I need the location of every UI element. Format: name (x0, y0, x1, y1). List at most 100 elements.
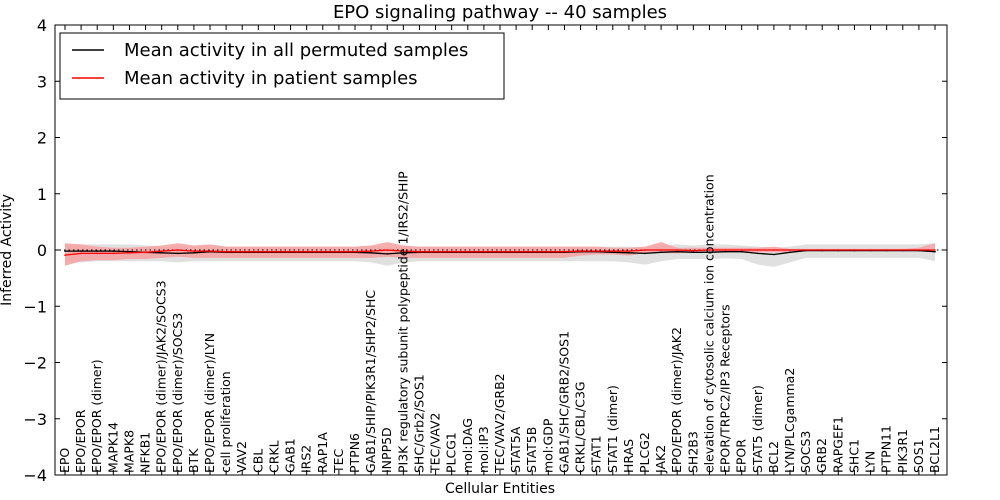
x-tick-label: LYN (863, 451, 878, 473)
data-point-patient (821, 249, 823, 251)
data-point-patient (515, 250, 517, 253)
data-point-patient (837, 249, 840, 251)
data-point-patient (80, 252, 82, 255)
x-tick-label: NFKB1 (138, 432, 153, 473)
x-tick-label: STAT1 (589, 435, 604, 473)
data-point-patient (450, 250, 453, 253)
x-tick-label: EPO/EPOR (dimer)/SOCS3 (170, 313, 185, 473)
data-point-permuted (160, 252, 163, 254)
data-point-permuted (612, 251, 614, 254)
data-point-permuted (708, 251, 711, 254)
x-tick-label: mol:GDP (540, 418, 555, 473)
x-tick-label: cell proliferation (218, 371, 233, 473)
legend: Mean activity in all permuted samples Me… (59, 32, 505, 100)
x-tick-label: EPOR/TRPC2/IP3 Receptors (718, 304, 733, 473)
x-tick-label: mol:IP3 (476, 426, 491, 473)
data-point-patient (595, 250, 598, 252)
data-point-patient (724, 249, 727, 251)
x-tick-label: INPP5D (379, 427, 394, 473)
y-tick-label: 1 (37, 185, 47, 204)
x-tick-label: EPO/EPOR (dimer) (89, 359, 104, 473)
y-tick-label: 2 (37, 129, 47, 148)
x-tick-label: EPOR (734, 439, 749, 473)
x-tick-label: GAB1 (283, 438, 298, 473)
data-point-permuted (773, 253, 775, 256)
data-point-patient (628, 250, 630, 252)
data-point-patient (402, 250, 405, 252)
data-point-permuted (789, 251, 791, 254)
data-point-permuted (740, 250, 743, 253)
data-point-patient (128, 252, 131, 254)
x-tick-label: EPO/EPOR (dimer)/LYN (202, 333, 217, 473)
data-point-permuted (64, 250, 66, 252)
data-point-patient (386, 249, 389, 251)
data-point-permuted (128, 250, 131, 253)
data-point-patient (531, 250, 533, 253)
data-point-patient (467, 250, 469, 253)
x-tick-label: GRB2 (814, 438, 829, 473)
data-point-permuted (96, 250, 98, 252)
chart-title: EPO signaling pathway -- 40 samples (333, 2, 667, 23)
data-point-permuted (193, 252, 195, 254)
x-tick-label: TEC (331, 448, 346, 474)
data-point-permuted (724, 250, 727, 253)
data-point-permuted (934, 250, 936, 253)
y-axis-label: Inferred Activity (0, 194, 15, 306)
data-point-patient (676, 249, 678, 251)
x-tick-label: EPO/EPOR (73, 409, 88, 473)
data-point-patient (757, 249, 759, 251)
data-point-patient (193, 250, 195, 252)
y-tick-label: 3 (37, 72, 47, 91)
data-point-patient (370, 250, 372, 252)
data-point-patient (322, 250, 324, 253)
x-tick-label: CRKL/CBL/C3G (573, 381, 588, 473)
x-tick-label: PIK3R1 (895, 429, 910, 473)
data-point-patient (96, 252, 98, 255)
data-point-patient (434, 250, 437, 253)
data-point-patient (499, 250, 501, 253)
x-tick-label: PTPN6 (347, 433, 362, 473)
y-tick-label: 4 (37, 16, 47, 35)
data-point-permuted (112, 250, 115, 252)
data-point-patient (225, 250, 227, 253)
data-point-patient (144, 251, 147, 254)
x-tick-label: GAB1/SHC/GRB2/SOS1 (556, 331, 571, 473)
data-point-patient (241, 250, 243, 253)
x-tick-label: SHC/Grb2/SOS1 (411, 374, 426, 473)
y-tick-label: −4 (23, 466, 47, 485)
data-point-permuted (676, 250, 678, 253)
x-tick-label: SHC1 (846, 439, 861, 473)
data-point-patient (579, 250, 582, 252)
data-point-patient (869, 249, 872, 251)
data-point-patient (660, 249, 662, 251)
x-tick-label: BCL2 (766, 441, 781, 473)
data-point-permuted (386, 253, 389, 255)
data-point-patient (934, 249, 936, 251)
data-point-permuted (80, 250, 82, 252)
x-tick-label: EPO/EPOR (dimer)/JAK2/SOCS3 (154, 280, 169, 473)
x-tick-label: RAPGEF1 (830, 416, 845, 473)
y-tick-label: −3 (23, 410, 47, 429)
x-tick-label: MAPK8 (121, 430, 136, 473)
data-point-permuted (177, 252, 179, 255)
x-tick-label: elevation of cytosolic calcium ion conce… (701, 174, 716, 473)
data-point-patient (483, 250, 485, 253)
x-tick-label: EPO (57, 448, 72, 473)
data-point-patient (918, 249, 920, 251)
x-tick-label: TEC/VAV2 (428, 413, 443, 474)
x-tick-label: LYN/PLCgamma2 (782, 368, 797, 473)
x-tick-label: SOS1 (911, 439, 926, 473)
x-tick-label: PLCG2 (637, 432, 652, 473)
x-tick-label: PI3K regulatory subunit polypeptide 1/IR… (395, 171, 410, 473)
data-point-patient (418, 250, 421, 253)
data-point-patient (160, 250, 163, 252)
x-tick-label: BCL2L1 (927, 426, 942, 473)
y-tick-label: 0 (37, 241, 47, 260)
x-tick-label: MAPK14 (105, 422, 120, 473)
data-point-patient (773, 249, 775, 251)
x-tick-label: EPO/EPOR (dimer)/JAK2 (669, 327, 684, 473)
x-tick-label: VAV2 (234, 441, 249, 473)
band-patient (65, 242, 935, 266)
data-point-patient (289, 250, 292, 253)
